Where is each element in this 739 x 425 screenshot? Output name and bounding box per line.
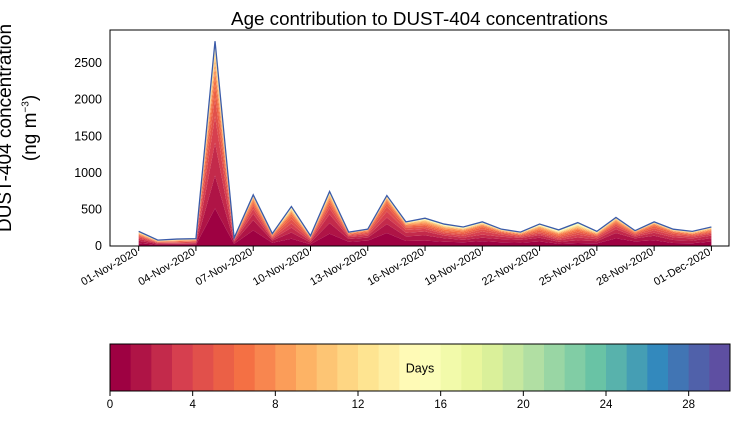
svg-text:19-Nov-2020: 19-Nov-2020 — [423, 246, 484, 288]
svg-text:07-Nov-2020: 07-Nov-2020 — [194, 246, 255, 288]
svg-text:8: 8 — [272, 399, 278, 411]
svg-text:22-Nov-2020: 22-Nov-2020 — [480, 246, 541, 288]
svg-text:04-Nov-2020: 04-Nov-2020 — [136, 246, 197, 288]
svg-text:1000: 1000 — [74, 166, 102, 180]
svg-text:24: 24 — [600, 399, 613, 411]
svg-text:500: 500 — [81, 202, 102, 216]
svg-text:16: 16 — [434, 399, 447, 411]
svg-text:16-Nov-2020: 16-Nov-2020 — [365, 246, 426, 288]
svg-text:28-Nov-2020: 28-Nov-2020 — [595, 246, 656, 288]
svg-text:12: 12 — [352, 399, 365, 411]
svg-text:13-Nov-2020: 13-Nov-2020 — [308, 246, 369, 288]
svg-text:20: 20 — [517, 399, 530, 411]
svg-text:Days: Days — [406, 362, 434, 376]
svg-text:25-Nov-2020: 25-Nov-2020 — [537, 246, 598, 288]
svg-text:2000: 2000 — [74, 93, 102, 107]
svg-text:1500: 1500 — [74, 129, 102, 143]
svg-text:2500: 2500 — [74, 56, 102, 70]
svg-text:0: 0 — [95, 239, 102, 253]
svg-text:4: 4 — [189, 399, 196, 411]
svg-text:01-Nov-2020: 01-Nov-2020 — [79, 246, 140, 288]
svg-text:10-Nov-2020: 10-Nov-2020 — [251, 246, 312, 288]
svg-text:01-Dec-2020: 01-Dec-2020 — [652, 246, 713, 288]
svg-text:28: 28 — [682, 399, 695, 411]
svg-text:0: 0 — [107, 399, 113, 411]
